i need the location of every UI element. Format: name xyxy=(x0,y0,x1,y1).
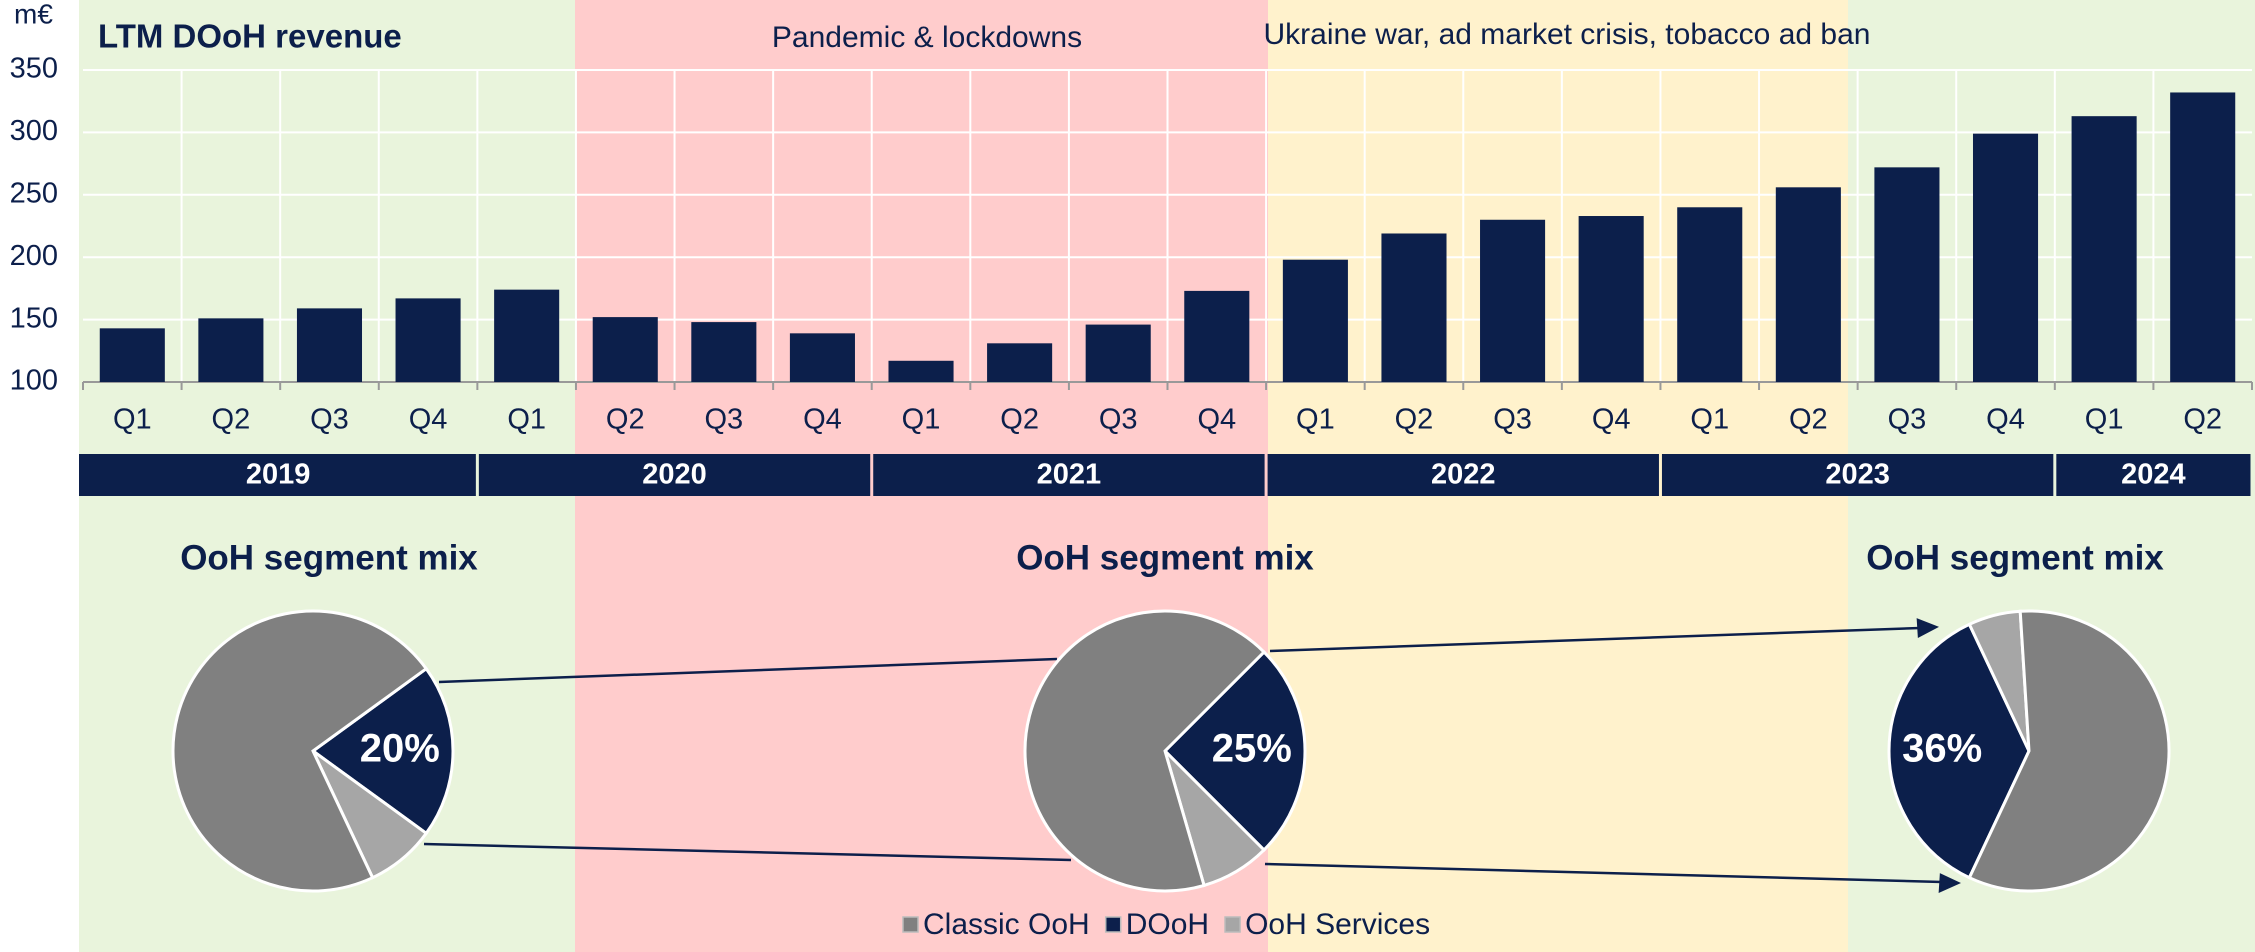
y-tick-label: 100 xyxy=(10,365,58,397)
pie-slice xyxy=(1887,622,2031,880)
year-label: 2022 xyxy=(1431,459,1496,491)
year-band xyxy=(1661,454,2054,496)
x-tick-label: Q2 xyxy=(606,404,645,436)
x-tick-label: Q1 xyxy=(507,404,546,436)
x-tick-label: Q2 xyxy=(212,404,251,436)
arrow-head xyxy=(1916,618,1940,639)
arrows xyxy=(423,618,1962,893)
x-tick-label: Q3 xyxy=(1099,404,1138,436)
year-label: 2019 xyxy=(246,459,311,491)
pie-slice xyxy=(310,666,455,836)
year-band xyxy=(79,454,476,496)
pie-value-label: 25% xyxy=(1212,727,1292,771)
pie-value-label: 20% xyxy=(360,727,440,771)
x-tick-label: Q2 xyxy=(1000,404,1039,436)
year-band xyxy=(1267,454,1659,496)
year-band xyxy=(478,454,871,496)
bar xyxy=(1381,233,1447,382)
bar xyxy=(1972,133,2039,382)
legend-label: OoH Services xyxy=(1245,908,1430,941)
pie-slice xyxy=(1162,649,1307,853)
x-tick-label: Q3 xyxy=(310,404,349,436)
x-tick-label: Q4 xyxy=(1986,404,2025,436)
x-tick-label: Q1 xyxy=(1690,404,1729,436)
bar xyxy=(1184,290,1250,382)
bar xyxy=(296,308,363,382)
x-tick-label: Q3 xyxy=(704,404,743,436)
year-band xyxy=(2056,454,2251,496)
x-tick-label: Q1 xyxy=(902,404,941,436)
x-tick-label: Q3 xyxy=(1888,404,1927,436)
arrow-line xyxy=(1269,626,1921,653)
bar xyxy=(592,317,658,382)
bar xyxy=(1874,167,1940,382)
y-tick-label: 350 xyxy=(10,53,58,85)
year-label: 2023 xyxy=(1825,459,1890,491)
arrow-head xyxy=(1938,873,1962,893)
x-tick-label: Q2 xyxy=(1395,404,1434,436)
arrow-line xyxy=(1264,862,1943,884)
legend-swatch xyxy=(902,916,919,933)
pie-title: OoH segment mix xyxy=(1866,538,2164,577)
legend-swatch xyxy=(1224,916,1241,933)
arrow-line xyxy=(423,842,1072,862)
legend-swatch xyxy=(1104,916,1122,933)
x-tick-label: Q3 xyxy=(1493,404,1532,436)
year-label: 2020 xyxy=(642,459,707,491)
annotation: Ukraine war, ad market crisis, tobacco a… xyxy=(1264,18,1871,51)
bar xyxy=(1677,207,1743,382)
x-tick-label: Q4 xyxy=(803,404,842,436)
bar xyxy=(888,360,954,382)
bar xyxy=(789,333,855,382)
legend-label: Classic OoH xyxy=(923,908,1090,941)
year-label: 2024 xyxy=(2121,459,2186,491)
pie-title: OoH segment mix xyxy=(1016,538,1314,577)
pie-slice xyxy=(171,609,429,893)
bar xyxy=(198,318,264,382)
bar xyxy=(2170,92,2236,383)
bar xyxy=(1282,259,1348,382)
x-tick-label: Q1 xyxy=(113,404,152,436)
pie-slice xyxy=(1023,609,1267,893)
x-tick-label: Q1 xyxy=(1296,404,1335,436)
pie-value-label: 36% xyxy=(1902,727,1982,771)
bar xyxy=(494,289,560,382)
year-band xyxy=(873,454,1265,496)
bar xyxy=(1085,324,1151,382)
y-tick-label: 300 xyxy=(10,115,58,147)
bar xyxy=(99,328,165,382)
annotation: Pandemic & lockdowns xyxy=(772,21,1082,54)
x-tick-label: Q4 xyxy=(409,404,448,436)
x-tick-label: Q4 xyxy=(1592,404,1631,436)
bar xyxy=(1775,187,1841,382)
arrow-line xyxy=(438,657,1058,684)
pie-slice xyxy=(1967,609,2171,893)
y-axis-label: m€ xyxy=(14,0,53,29)
y-tick-label: 250 xyxy=(10,177,58,209)
y-tick-label: 150 xyxy=(10,302,58,334)
pie-title: OoH segment mix xyxy=(180,538,478,577)
legend-label: DOoH xyxy=(1126,908,1209,941)
x-tick-label: Q1 xyxy=(2085,404,2124,436)
year-label: 2021 xyxy=(1037,459,1102,491)
bar xyxy=(987,343,1053,382)
bar xyxy=(395,298,461,382)
chart-title: LTM DOoH revenue xyxy=(98,18,402,55)
bar xyxy=(691,322,757,382)
bar xyxy=(1578,216,1644,382)
x-tick-label: Q2 xyxy=(1789,404,1828,436)
bar xyxy=(2071,116,2137,383)
x-tick-label: Q4 xyxy=(1197,404,1236,436)
y-tick-label: 200 xyxy=(10,240,58,272)
bar xyxy=(1480,219,1546,382)
x-tick-label: Q2 xyxy=(2183,404,2222,436)
